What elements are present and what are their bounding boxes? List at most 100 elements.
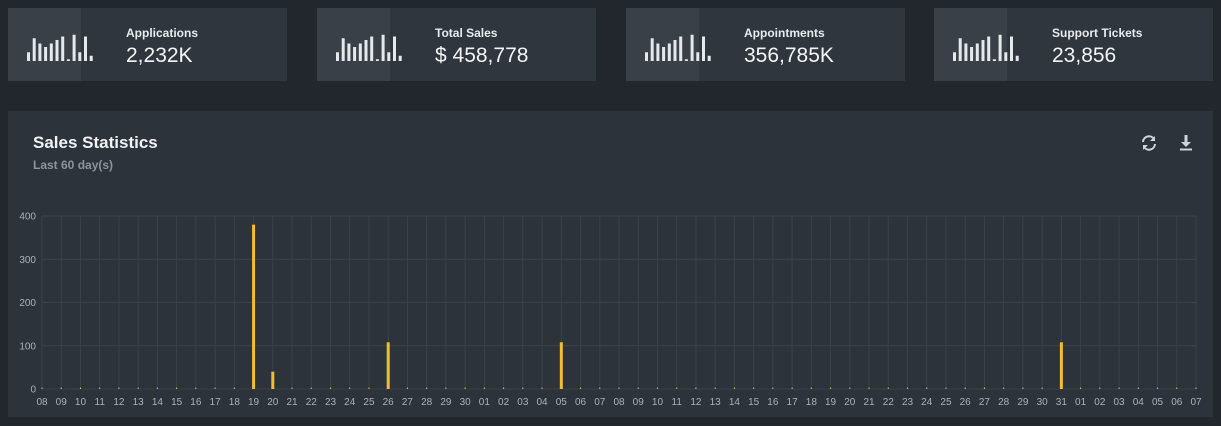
sparkline-bar [1015,55,1019,61]
sparkline-chart [645,34,711,61]
sparkline-bar [958,38,962,61]
chart-bar [695,387,697,389]
x-tick-label: 07 [1190,397,1202,408]
chart-bar [41,387,43,389]
x-tick-label: 18 [229,397,241,408]
chart-bar [233,387,235,389]
y-tick-label: 400 [19,212,36,223]
sparkline-bar [707,55,711,61]
chart-bar [137,387,139,389]
sparkline-bar [353,47,357,61]
chart-bar [964,387,966,389]
x-tick-label: 29 [1017,397,1029,408]
sparkline-bar [656,43,660,61]
chart-bar [887,387,889,389]
sparkline [934,8,1019,81]
sparkline-bar [673,40,677,61]
x-tick-label: 24 [344,397,356,408]
sparkline [8,8,93,81]
x-tick-label: 24 [921,397,933,408]
x-tick-label: 22 [306,397,318,408]
x-tick-label: 28 [998,397,1010,408]
chart-bar [386,342,390,389]
sparkline-bar [32,38,36,61]
chart-bar [541,387,543,389]
chart-bar [349,387,351,389]
x-tick-label: 27 [402,397,414,408]
x-tick-label: 14 [729,397,741,408]
x-tick-label: 30 [460,397,472,408]
chart-bar [60,387,62,389]
y-tick-label: 0 [30,385,36,396]
x-tick-label: 13 [710,397,722,408]
chart-bar [252,224,256,389]
x-tick-label: 13 [133,397,145,408]
sparkline-bar [55,40,59,61]
chart-bar [983,387,985,389]
chart-bar [714,387,716,389]
x-tick-label: 20 [267,397,279,408]
x-tick-label: 11 [95,397,106,408]
x-tick-label: 08 [36,397,48,408]
chart-bar [99,387,101,389]
sparkline-bar [387,52,391,61]
chart-bar [810,387,812,389]
x-tick-label: 06 [575,397,587,408]
refresh-button[interactable] [1139,133,1159,153]
sparkline-bar [981,40,985,61]
sparkline-bar [1010,36,1013,61]
sparkline-bar [650,38,654,61]
x-tick-label: 15 [171,397,183,408]
x-tick-label: 23 [325,397,337,408]
sparkline-bar [381,34,385,61]
sparkline-bar [667,43,671,61]
x-tick-label: 15 [748,397,760,408]
download-button[interactable] [1176,133,1196,153]
sparkline-bar [992,59,996,61]
chart-bar [830,387,832,389]
chart-bar [791,387,793,389]
chart-bar [1195,387,1197,389]
x-tick-label: 01 [1075,397,1087,408]
x-tick-label: 19 [248,397,260,408]
sparkline-bar [72,34,76,61]
x-tick-label: 27 [979,397,991,408]
x-tick-label: 26 [383,397,395,408]
chart-bar [580,387,582,389]
x-tick-label: 16 [190,397,202,408]
sparkline-bar [987,36,991,61]
sparkline-bar [975,43,979,61]
panel-title: Sales Statistics [33,133,158,152]
x-tick-label: 19 [825,397,837,408]
x-tick-label: 01 [479,397,491,408]
kpi-card-appointments[interactable]: Appointments 356,785K [626,8,905,81]
x-tick-label: 20 [844,397,856,408]
kpi-card-applications[interactable]: Applications 2,232K [8,8,287,81]
sparkline-bar [347,43,351,61]
chart-bar [214,387,216,389]
kpi-label: Support Tickets [1052,26,1143,40]
kpi-card-support-tickets[interactable]: Support Tickets 23,856 [934,8,1213,81]
kpi-card-total-sales[interactable]: Total Sales $ 458,778 [317,8,596,81]
download-icon [1180,135,1192,151]
x-tick-label: 08 [613,397,625,408]
x-tick-label: 02 [498,397,510,408]
kpi-value: 2,232K [126,44,193,67]
chart-bar [849,387,851,389]
sparkline-bar [358,43,362,61]
chart-bar [176,387,178,389]
sparkline [317,8,402,81]
chart-bar [291,387,293,389]
x-tick-label: 06 [1171,397,1183,408]
sparkline-bar [684,59,688,61]
x-tick-label: 12 [113,397,125,408]
x-tick-label: 03 [517,397,529,408]
chart-bar [1003,387,1005,389]
x-tick-label: 18 [806,397,818,408]
kpi-value: 23,856 [1052,44,1117,67]
sparkline-bar [1004,52,1008,61]
x-tick-label: 10 [75,397,87,408]
sparkline-bar [89,55,93,61]
x-tick-label: 28 [421,397,433,408]
sparkline-bar [44,47,48,61]
